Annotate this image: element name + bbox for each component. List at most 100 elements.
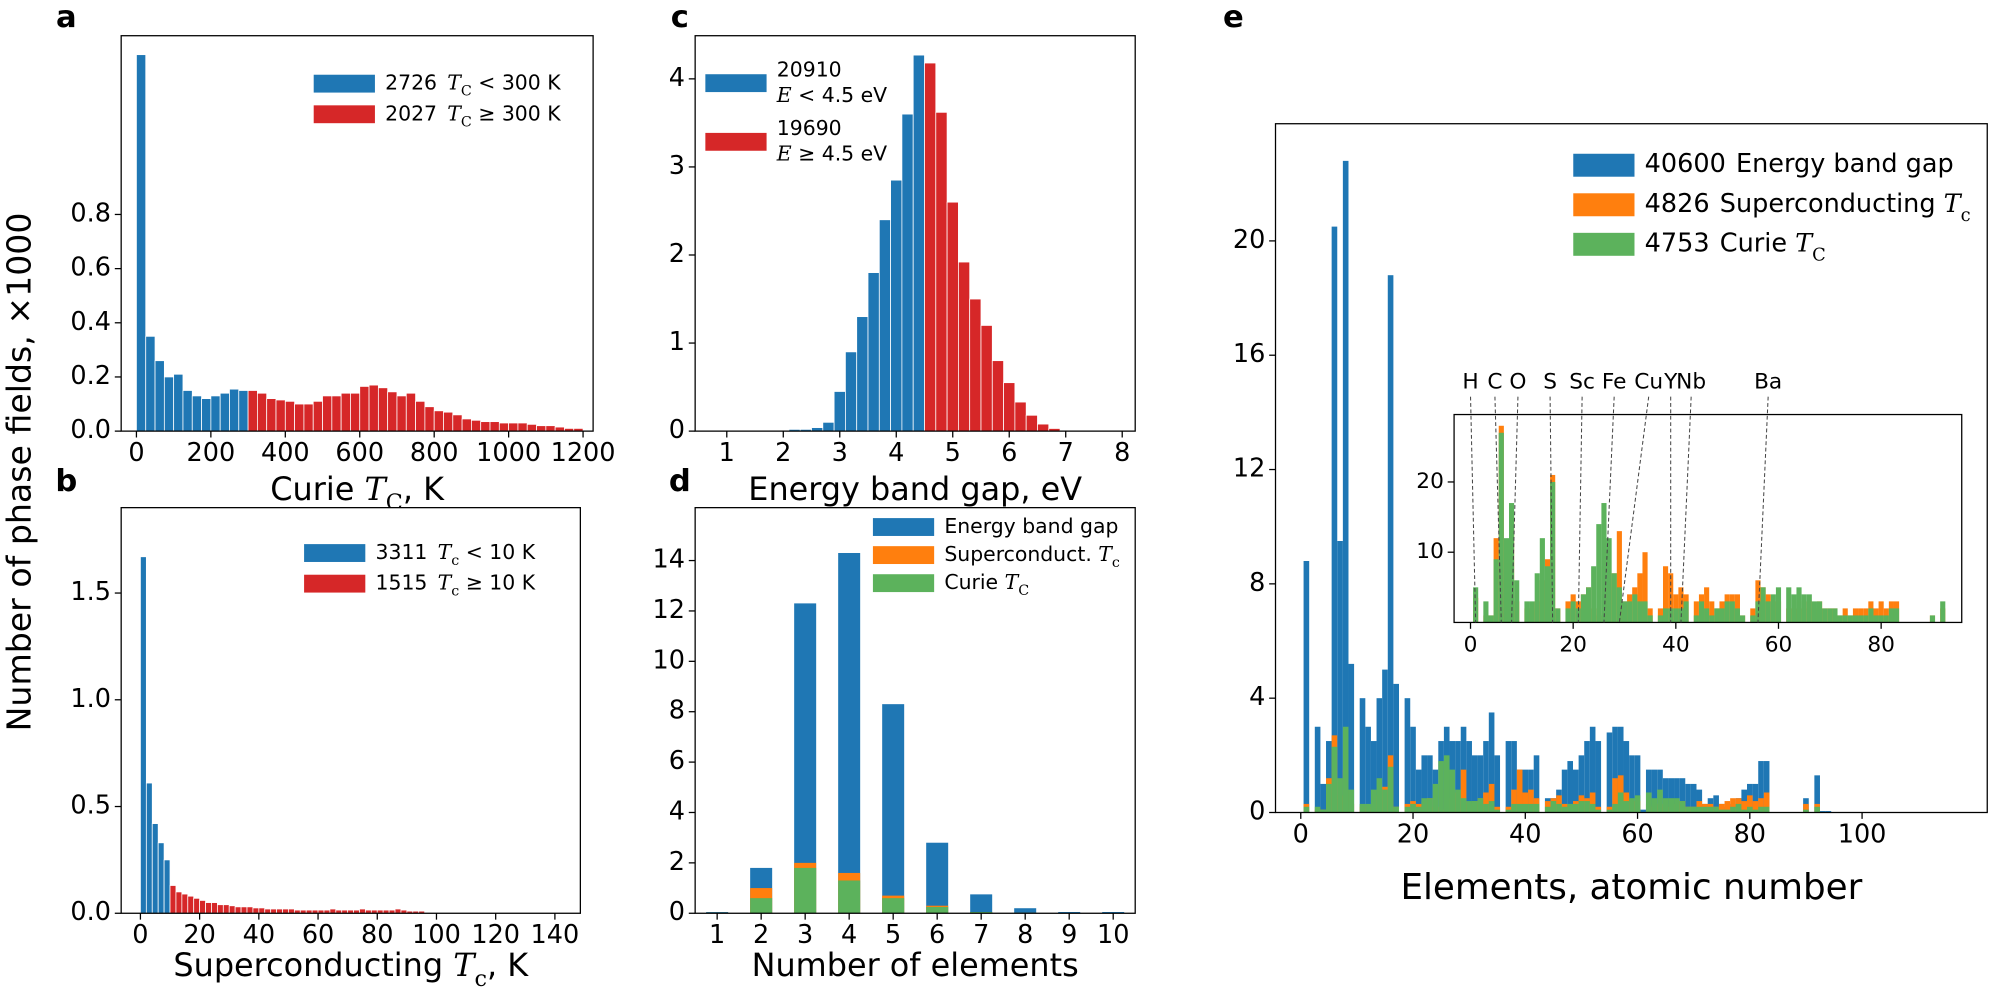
histogram-bar [1003, 382, 1016, 432]
y-tick-label: 0.2 [70, 361, 111, 391]
histogram-bar [890, 179, 903, 432]
axes-frame [1274, 123, 1988, 814]
x-tick-label: 2 [775, 438, 791, 468]
x-tick-label: 40 [1662, 632, 1690, 657]
bar [1348, 663, 1355, 813]
histogram-bar [1037, 423, 1050, 432]
bar [1565, 608, 1571, 623]
histogram-bar [958, 261, 971, 432]
x-tick-label: 0 [132, 920, 148, 950]
x-tick-label: 2 [753, 920, 769, 950]
y-tick-label: 10 [1416, 539, 1444, 564]
bar [1415, 806, 1422, 813]
y-tick-label: 0 [669, 897, 685, 927]
legend-count: 3311 [376, 540, 428, 564]
bar [1522, 792, 1529, 813]
x-tick-label: 0 [1464, 632, 1478, 657]
bar [1634, 795, 1641, 813]
annotation-line [1680, 396, 1692, 623]
bar [1837, 615, 1843, 623]
y-tick-label: 4 [669, 63, 685, 93]
axes-frame [120, 35, 594, 432]
plot-area [695, 507, 1136, 914]
bar [1404, 698, 1411, 813]
bar [1668, 798, 1675, 813]
y-tick-label: 2 [669, 239, 685, 269]
bar [1645, 769, 1652, 813]
bar [1561, 806, 1568, 813]
bar [1724, 601, 1730, 623]
bar [1393, 683, 1399, 813]
panel: 0.0 0.2 0.4 0.6 0.8 0 200 400 600 800 1000 1200 Curi… [56, 0, 616, 516]
histogram-bar [359, 386, 370, 432]
bar [1858, 608, 1864, 623]
histogram-bar [394, 908, 402, 914]
bar [1637, 601, 1643, 623]
bar [1747, 806, 1753, 813]
histogram-bar [856, 316, 869, 432]
legend-count: 4753 [1645, 228, 1710, 258]
bar [1693, 601, 1699, 623]
x-tick-label: 1000 [476, 438, 541, 468]
bar [1511, 789, 1517, 813]
bar [1539, 538, 1545, 623]
histogram-bar [331, 395, 342, 432]
y-tick-label: 0.4 [70, 307, 111, 337]
bar [882, 898, 905, 914]
bar [1359, 698, 1366, 813]
legend-label: Superconduct. Tc [944, 542, 1120, 571]
legend-swatch [313, 105, 375, 124]
bar [1811, 601, 1817, 623]
bar [1326, 783, 1332, 813]
bar [1606, 809, 1613, 813]
histogram-bar [424, 406, 435, 432]
panel-letter: e [1223, 0, 1244, 34]
histogram-bar [461, 418, 472, 432]
bar [1488, 615, 1494, 623]
x-tick-label: 8 [1017, 920, 1033, 950]
legend-swatch [705, 132, 767, 151]
bar [1376, 778, 1383, 813]
bar [1719, 608, 1725, 623]
y-tick-label: 1.0 [70, 684, 111, 714]
histogram-bar [270, 908, 277, 914]
bar [1741, 801, 1748, 813]
y-tick-label: 20 [1416, 469, 1444, 494]
bar [1578, 801, 1585, 813]
histogram-bar [405, 392, 416, 432]
bar [1822, 608, 1828, 623]
bar [1438, 761, 1444, 813]
bar [1657, 789, 1663, 813]
bar [1709, 601, 1715, 623]
axes-frame [694, 507, 1136, 914]
legend-label: Tc ≥ 10 K [438, 570, 536, 599]
panel: 10 20 0 20 40 60 80 H C O S Sc Fe Cu YNb Ba [1416, 370, 1963, 657]
bar [1678, 587, 1684, 623]
bar [1471, 755, 1478, 813]
bar [1863, 608, 1869, 623]
histogram-bar [217, 904, 224, 914]
bar [1690, 806, 1697, 813]
x-axis-label: Superconducting Tc, K [173, 945, 529, 991]
x-tick-label: 4 [888, 438, 904, 468]
bar [1483, 601, 1489, 623]
bar [1718, 803, 1725, 813]
legend-swatch [1573, 153, 1635, 177]
bar [1320, 783, 1327, 813]
histogram-bar [1025, 414, 1038, 432]
bar [1647, 615, 1653, 623]
bar [1873, 615, 1879, 623]
x-tick-label: 1200 [551, 438, 616, 468]
y-tick-label: 12 [652, 595, 684, 625]
x-tick-label: 60 [302, 920, 334, 950]
annotation: Sc [1569, 370, 1595, 395]
bar [1314, 806, 1321, 813]
bar [1645, 792, 1652, 813]
histogram-bar [312, 400, 323, 432]
bar [1382, 669, 1388, 813]
bar [1522, 769, 1529, 813]
x-axis-label: Curie TC, K [270, 470, 445, 516]
histogram-bar [229, 388, 240, 432]
x-tick-label: 3 [832, 438, 848, 468]
bar [1868, 608, 1874, 623]
